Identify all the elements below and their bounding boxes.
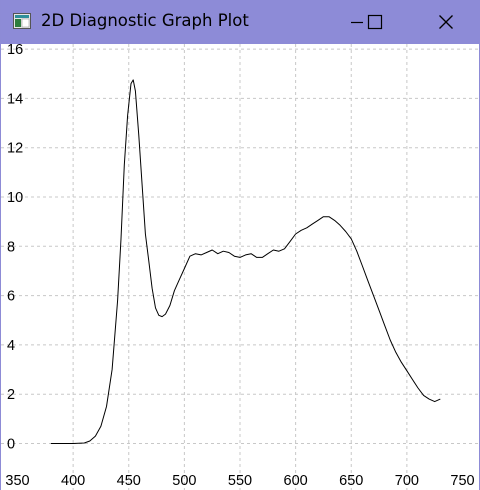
y-tick-label: 8 bbox=[7, 239, 15, 255]
close-icon bbox=[439, 15, 453, 29]
y-tick-label: 4 bbox=[7, 338, 15, 354]
maximize-button[interactable] bbox=[352, 0, 398, 44]
y-tick-label: 0 bbox=[7, 437, 15, 453]
title-bar[interactable]: 2D Diagnostic Graph Plot bbox=[1, 0, 480, 44]
window-title: 2D Diagnostic Graph Plot bbox=[41, 11, 249, 30]
x-tick-label: 750 bbox=[450, 473, 474, 489]
y-tick-label: 12 bbox=[7, 141, 23, 157]
x-tick-label: 400 bbox=[61, 473, 85, 489]
y-tick-label: 14 bbox=[7, 91, 23, 107]
chart-app-icon bbox=[13, 13, 31, 29]
line-chart: 0 2 4 6 8 10 12 14 16 350 400 450 500 550 600 650 700 750 bbox=[1, 44, 480, 490]
y-tick-label: 2 bbox=[7, 387, 15, 403]
x-tick-label: 350 bbox=[5, 473, 29, 489]
series-line bbox=[50, 79, 441, 444]
y-tick-label: 16 bbox=[7, 44, 23, 58]
maximize-icon bbox=[367, 14, 383, 30]
y-tick-label: 6 bbox=[7, 289, 15, 305]
x-tick-label: 500 bbox=[172, 473, 196, 489]
x-tick-label: 550 bbox=[228, 473, 252, 489]
x-tick-label: 600 bbox=[284, 473, 308, 489]
x-tick-label: 450 bbox=[117, 473, 141, 489]
close-button[interactable] bbox=[423, 0, 469, 44]
x-tick-label: 700 bbox=[395, 473, 419, 489]
minimize-button[interactable] bbox=[334, 0, 380, 44]
y-tick-label: 10 bbox=[7, 190, 23, 206]
minimize-icon bbox=[351, 21, 363, 24]
x-tick-label: 650 bbox=[339, 473, 363, 489]
